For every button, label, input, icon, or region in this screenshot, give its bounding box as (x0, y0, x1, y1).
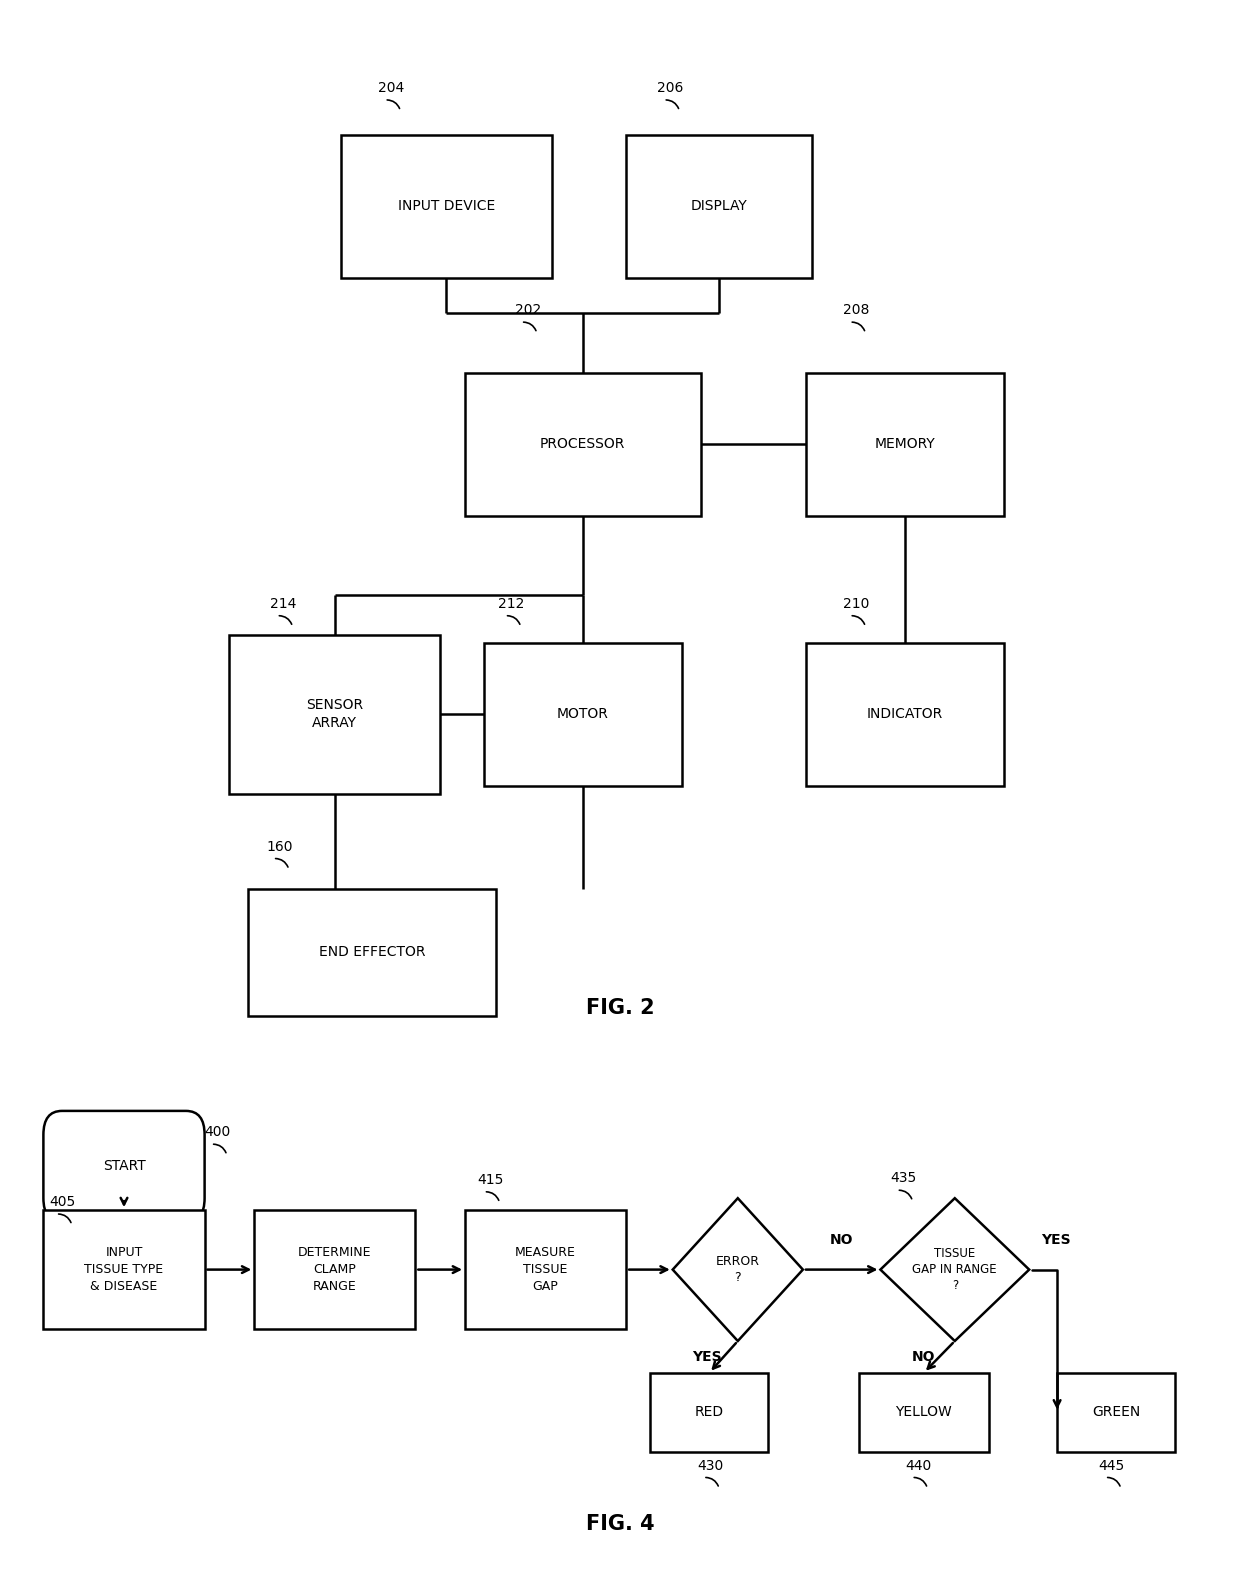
FancyBboxPatch shape (43, 1111, 205, 1222)
FancyBboxPatch shape (806, 373, 1004, 516)
Text: END EFFECTOR: END EFFECTOR (319, 946, 425, 959)
FancyBboxPatch shape (465, 373, 701, 516)
FancyBboxPatch shape (626, 135, 812, 278)
FancyBboxPatch shape (229, 635, 440, 794)
Text: 206: 206 (657, 81, 683, 95)
Text: 204: 204 (378, 81, 404, 95)
Text: FIG. 4: FIG. 4 (585, 1514, 655, 1533)
Text: SENSOR
ARRAY: SENSOR ARRAY (306, 698, 363, 730)
FancyBboxPatch shape (465, 1209, 626, 1330)
Text: 400: 400 (205, 1125, 231, 1139)
Text: 160: 160 (267, 840, 293, 854)
Text: ERROR
?: ERROR ? (715, 1255, 760, 1284)
FancyBboxPatch shape (43, 1209, 205, 1330)
FancyBboxPatch shape (341, 135, 552, 278)
Text: NO: NO (830, 1233, 853, 1247)
Text: 202: 202 (515, 303, 541, 317)
Text: MEASURE
TISSUE
GAP: MEASURE TISSUE GAP (515, 1246, 577, 1293)
Text: 405: 405 (50, 1195, 76, 1209)
Text: YES: YES (1042, 1233, 1071, 1247)
Text: 212: 212 (498, 597, 525, 611)
Polygon shape (672, 1198, 804, 1341)
Text: TISSUE
GAP IN RANGE
?: TISSUE GAP IN RANGE ? (913, 1247, 997, 1292)
Polygon shape (880, 1198, 1029, 1341)
Text: GREEN: GREEN (1092, 1406, 1140, 1419)
Text: NO: NO (913, 1351, 935, 1363)
Text: PROCESSOR: PROCESSOR (541, 438, 625, 451)
FancyBboxPatch shape (858, 1373, 990, 1452)
Text: 415: 415 (477, 1173, 503, 1187)
FancyBboxPatch shape (248, 889, 496, 1016)
FancyBboxPatch shape (1058, 1373, 1176, 1452)
Text: YES: YES (692, 1351, 722, 1363)
Text: YELLOW: YELLOW (895, 1406, 952, 1419)
FancyBboxPatch shape (806, 643, 1004, 786)
FancyBboxPatch shape (484, 643, 682, 786)
Text: 445: 445 (1099, 1458, 1125, 1473)
Text: START: START (103, 1160, 145, 1173)
Text: MOTOR: MOTOR (557, 708, 609, 720)
Text: 214: 214 (270, 597, 296, 611)
Text: 208: 208 (843, 303, 869, 317)
Text: 440: 440 (905, 1458, 931, 1473)
Text: 210: 210 (843, 597, 869, 611)
Text: 435: 435 (890, 1171, 916, 1185)
Text: INDICATOR: INDICATOR (867, 708, 944, 720)
FancyBboxPatch shape (650, 1373, 768, 1452)
Text: 430: 430 (697, 1458, 723, 1473)
Text: RED: RED (694, 1406, 724, 1419)
FancyBboxPatch shape (254, 1209, 415, 1330)
Text: DETERMINE
CLAMP
RANGE: DETERMINE CLAMP RANGE (298, 1246, 372, 1293)
Text: MEMORY: MEMORY (875, 438, 935, 451)
Text: DISPLAY: DISPLAY (691, 200, 748, 213)
Text: FIG. 2: FIG. 2 (585, 998, 655, 1017)
Text: INPUT DEVICE: INPUT DEVICE (398, 200, 495, 213)
Text: INPUT
TISSUE TYPE
& DISEASE: INPUT TISSUE TYPE & DISEASE (84, 1246, 164, 1293)
